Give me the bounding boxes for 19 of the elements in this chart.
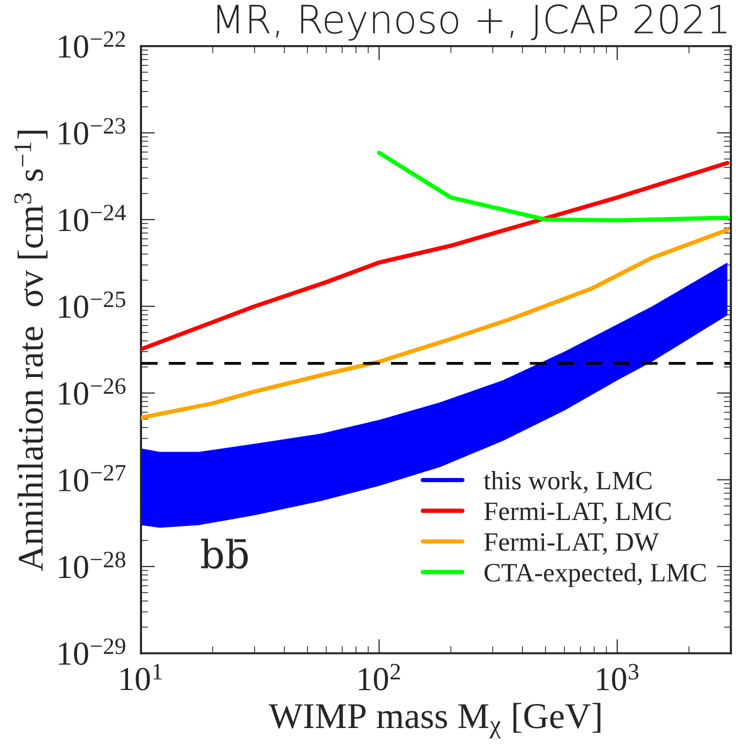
- x-tick-label: 10$^{3}$: [597, 664, 638, 690]
- y-tick-label: 10$^{−24}$: [59, 204, 126, 232]
- legend-label: CTA-expected, LMC: [484, 563, 706, 587]
- x-axis-title: WIMP mass M$_{χ}$ [GeV]: [268, 702, 600, 738]
- legend-label: Fermi-LAT, LMC: [484, 502, 671, 524]
- x-tick-label: 10$^{2}$: [358, 664, 400, 690]
- y-tick-label: 10$^{−29}$: [59, 638, 126, 665]
- y-tick-label: 10$^{−23}$: [59, 118, 126, 145]
- legend-label: this work, LMC: [484, 470, 652, 494]
- y-tick-label: 10$^{−22}$: [59, 31, 125, 58]
- chart-title: MR, Reynoso +, JCAP 2021: [217, 4, 726, 41]
- y-tick-label: 10$^{−25}$: [59, 292, 126, 318]
- legend-label: Fermi-LAT, DW: [484, 533, 659, 555]
- y-axis-title: Annihilation rate σv [cm$^{3}$ s$^{−1}$]: [14, 130, 48, 572]
- x-tick-label: 10$^{1}$: [120, 664, 162, 690]
- annotation: bb̄: [201, 538, 248, 569]
- y-tick-label: 10$^{−26}$: [59, 378, 126, 405]
- y-tick-label: 10$^{−27}$: [59, 465, 126, 492]
- y-tick-label: 10$^{−28}$: [59, 552, 126, 578]
